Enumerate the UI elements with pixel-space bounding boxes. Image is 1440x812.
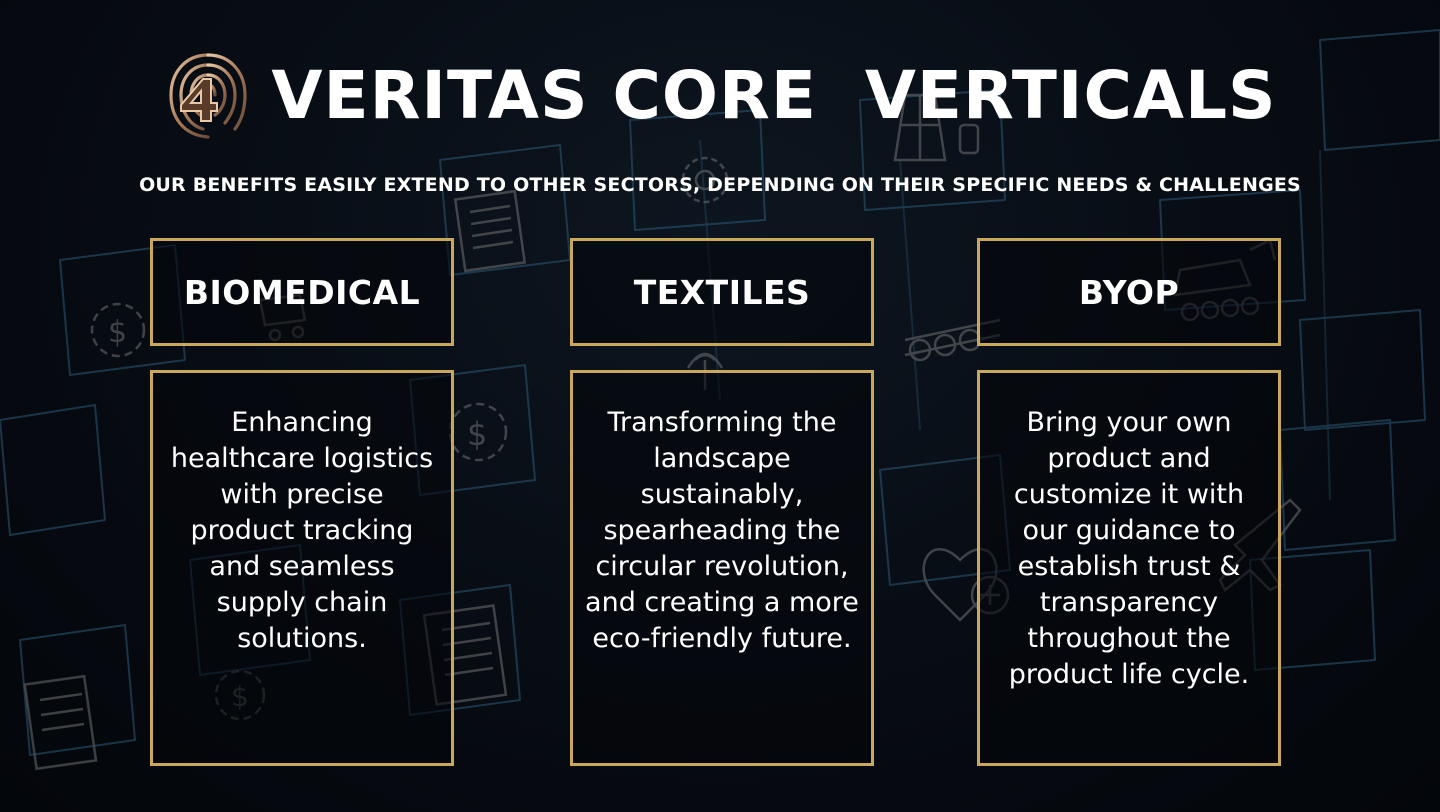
vertical-label: BIOMEDICAL	[183, 272, 421, 312]
header: VERITAS CORE VERTICALS	[0, 40, 1440, 150]
vertical-description-box: Enhancing healthcare logistics with prec…	[150, 370, 454, 766]
svg-text:$: $	[108, 315, 127, 350]
vertical-description-box: Transforming the landscape sustainably, …	[570, 370, 874, 766]
vertical-description-box: Bring your own product and customize it …	[977, 370, 1281, 766]
fingerprint-logo-icon	[169, 53, 248, 139]
page-subtitle: OUR BENEFITS EASILY EXTEND TO OTHER SECT…	[139, 174, 1301, 196]
vertical-label: TEXTILES	[633, 272, 811, 312]
vertical-description: Bring your own product and customize it …	[1008, 407, 1250, 690]
page-title: VERITAS CORE VERTICALS	[271, 56, 1277, 134]
vertical-label-box: BIOMEDICAL	[150, 238, 454, 346]
vertical-description: Enhancing healthcare logistics with prec…	[170, 407, 434, 654]
vertical-label: BYOP	[1078, 272, 1180, 312]
svg-text:$: $	[467, 415, 487, 453]
vertical-description: Transforming the landscape sustainably, …	[585, 407, 859, 654]
vertical-label-box: TEXTILES	[570, 238, 874, 346]
vertical-label-box: BYOP	[977, 238, 1281, 346]
dollar-coin-icon	[90, 302, 146, 358]
